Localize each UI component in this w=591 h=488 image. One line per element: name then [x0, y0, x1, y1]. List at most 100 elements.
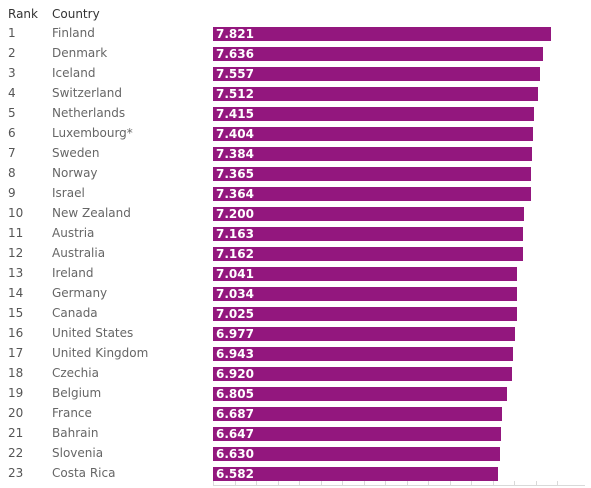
bar: 6.630 [213, 447, 500, 461]
country-label: Australia [52, 246, 106, 260]
x-axis-tick [299, 481, 300, 485]
rank-label: 4 [8, 86, 16, 100]
bar-value-label: 7.364 [216, 187, 254, 201]
bar-value-label: 7.163 [216, 227, 254, 241]
table-row: 8 Norway 7.365 [0, 164, 591, 184]
table-row: 18 Czechia 6.920 [0, 364, 591, 384]
x-axis-tick [471, 481, 472, 485]
country-label: Iceland [52, 66, 96, 80]
bar: 7.821 [213, 27, 551, 41]
bar-value-label: 6.630 [216, 447, 254, 461]
bar: 7.365 [213, 167, 531, 181]
country-column-header: Country [52, 7, 100, 21]
x-axis-tick [278, 481, 279, 485]
x-axis-tick [256, 481, 257, 485]
bar-value-label: 6.582 [216, 467, 254, 481]
bar: 7.025 [213, 307, 517, 321]
rank-label: 19 [8, 386, 24, 400]
bar-value-label: 7.384 [216, 147, 254, 161]
country-label: New Zealand [52, 206, 131, 220]
x-axis-tick [213, 481, 214, 485]
table-row: 7 Sweden 7.384 [0, 144, 591, 164]
bar-value-label: 7.025 [216, 307, 254, 321]
table-row: 15 Canada 7.025 [0, 304, 591, 324]
table-row: 3 Iceland 7.557 [0, 64, 591, 84]
bar: 6.977 [213, 327, 515, 341]
x-axis-tick [428, 481, 429, 485]
bar-value-label: 7.415 [216, 107, 254, 121]
country-label: Belgium [52, 386, 102, 400]
bar-value-label: 6.647 [216, 427, 254, 441]
bar: 7.163 [213, 227, 523, 241]
x-axis-tick [385, 481, 386, 485]
rank-label: 8 [8, 166, 16, 180]
table-row: 9 Israel 7.364 [0, 184, 591, 204]
bar: 6.687 [213, 407, 502, 421]
rank-label: 2 [8, 46, 16, 60]
rank-label: 23 [8, 466, 24, 480]
country-label: Norway [52, 166, 98, 180]
country-label: Costa Rica [52, 466, 116, 480]
table-row: 2 Denmark 7.636 [0, 44, 591, 64]
x-axis-tick [450, 481, 451, 485]
table-row: 22 Slovenia 6.630 [0, 444, 591, 464]
bar-value-label: 7.557 [216, 67, 254, 81]
country-label: United Kingdom [52, 346, 149, 360]
bar: 6.647 [213, 427, 501, 441]
bar-value-label: 7.821 [216, 27, 254, 41]
bar-value-label: 7.512 [216, 87, 254, 101]
rank-label: 7 [8, 146, 16, 160]
rank-label: 22 [8, 446, 24, 460]
bar-value-label: 7.200 [216, 207, 254, 221]
table-row: 1 Finland 7.821 [0, 24, 591, 44]
country-label: Austria [52, 226, 95, 240]
bar: 7.404 [213, 127, 533, 141]
x-axis-tick [407, 481, 408, 485]
bar: 7.636 [213, 47, 543, 61]
bar: 6.920 [213, 367, 512, 381]
rank-label: 11 [8, 226, 24, 240]
x-axis-tick [493, 481, 494, 485]
rank-label: 18 [8, 366, 24, 380]
bar-value-label: 6.687 [216, 407, 254, 421]
rank-label: 10 [8, 206, 24, 220]
country-label: Denmark [52, 46, 108, 60]
x-axis-tick [342, 481, 343, 485]
bar-value-label: 7.404 [216, 127, 254, 141]
bar: 6.805 [213, 387, 507, 401]
table-row: 10 New Zealand 7.200 [0, 204, 591, 224]
rank-label: 16 [8, 326, 24, 340]
table-row: 19 Belgium 6.805 [0, 384, 591, 404]
x-axis-line [213, 485, 585, 486]
table-row: 6 Luxembourg* 7.404 [0, 124, 591, 144]
rank-label: 1 [8, 26, 16, 40]
rank-label: 13 [8, 266, 24, 280]
bar: 6.943 [213, 347, 513, 361]
country-label: Sweden [52, 146, 100, 160]
rank-label: 17 [8, 346, 24, 360]
country-label: Bahrain [52, 426, 99, 440]
bar-value-label: 7.636 [216, 47, 254, 61]
table-row: 4 Switzerland 7.512 [0, 84, 591, 104]
bar: 7.034 [213, 287, 517, 301]
bar-value-label: 6.920 [216, 367, 254, 381]
x-axis-tick [364, 481, 365, 485]
rank-label: 14 [8, 286, 24, 300]
table-row: 16 United States 6.977 [0, 324, 591, 344]
table-row: 14 Germany 7.034 [0, 284, 591, 304]
bar-value-label: 7.034 [216, 287, 254, 301]
rank-column-header: Rank [8, 7, 38, 21]
table-row: 5 Netherlands 7.415 [0, 104, 591, 124]
x-axis-tick [321, 481, 322, 485]
table-row: 12 Australia 7.162 [0, 244, 591, 264]
table-row: 17 United Kingdom 6.943 [0, 344, 591, 364]
country-label: Finland [52, 26, 95, 40]
x-axis-tick [557, 481, 558, 485]
bar: 6.582 [213, 467, 498, 481]
bar-value-label: 7.162 [216, 247, 254, 261]
country-label: Switzerland [52, 86, 122, 100]
country-label: Czechia [52, 366, 99, 380]
country-label: United States [52, 326, 134, 340]
rank-label: 12 [8, 246, 24, 260]
